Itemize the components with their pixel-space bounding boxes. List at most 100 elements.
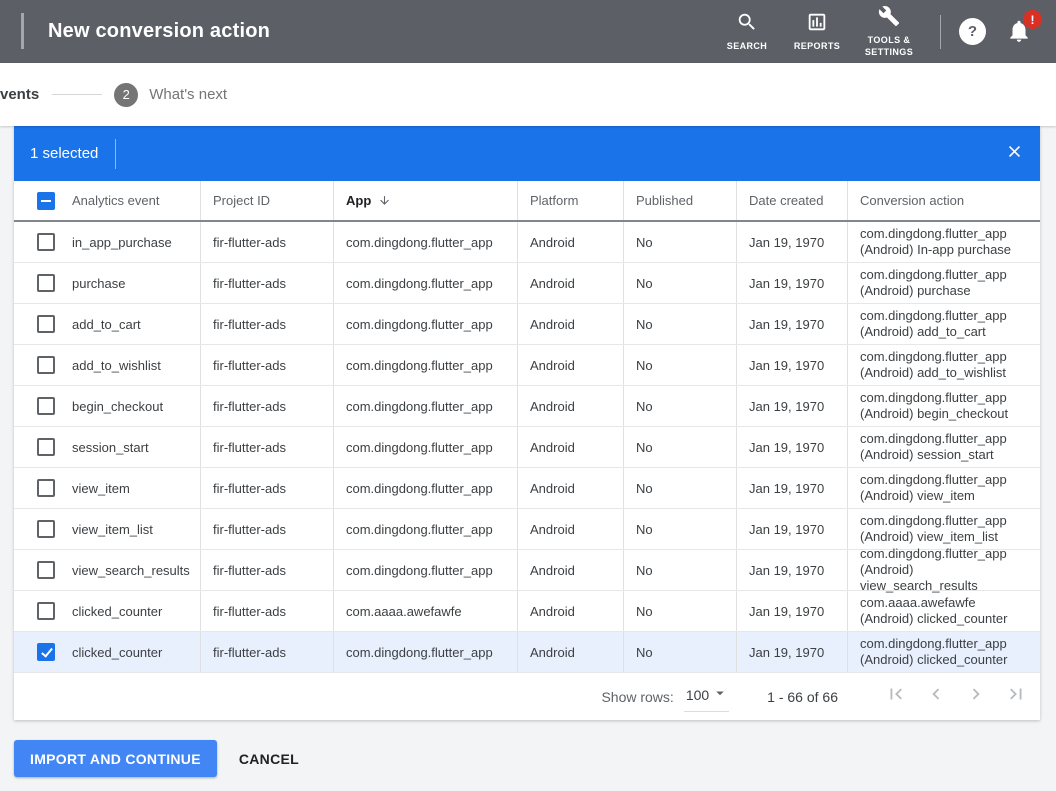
analytics-event-cell: view_item xyxy=(72,480,130,496)
app-cell: com.dingdong.flutter_app xyxy=(346,521,493,537)
project-id-cell: fir-flutter-ads xyxy=(213,644,286,660)
top-navigation: SEARCH REPORTS TOOLS & SETTINGS ? ! xyxy=(712,5,1056,58)
column-header-published[interactable]: Published xyxy=(636,193,694,208)
project-id-cell: fir-flutter-ads xyxy=(213,275,286,291)
published-cell: No xyxy=(636,521,653,537)
row-checkbox[interactable] xyxy=(37,438,55,456)
row-checkbox[interactable] xyxy=(37,397,55,415)
platform-cell: Android xyxy=(530,357,575,373)
app-cell: com.dingdong.flutter_app xyxy=(346,562,493,578)
project-id-cell: fir-flutter-ads xyxy=(213,234,286,250)
rows-per-page-select[interactable]: 100 xyxy=(683,682,730,712)
row-checkbox[interactable] xyxy=(37,602,55,620)
cancel-button[interactable]: CANCEL xyxy=(238,750,299,767)
form-actions: IMPORT AND CONTINUE CANCEL xyxy=(14,720,1040,777)
chevron-right-icon xyxy=(965,683,987,710)
app-cell: com.dingdong.flutter_app xyxy=(346,439,493,455)
row-checkbox[interactable] xyxy=(37,479,55,497)
notifications-button[interactable]: ! xyxy=(1006,10,1042,49)
table-row[interactable]: clicked_counter fir-flutter-ads com.aaaa… xyxy=(14,591,1040,632)
drawer-edge-indicator xyxy=(21,13,24,49)
conversion-action-cell: com.dingdong.flutter_app (Android) purch… xyxy=(860,267,1007,298)
close-icon xyxy=(1005,142,1024,166)
row-checkbox[interactable] xyxy=(37,561,55,579)
project-id-cell: fir-flutter-ads xyxy=(213,480,286,496)
table-row[interactable]: begin_checkout fir-flutter-ads com.dingd… xyxy=(14,386,1040,427)
date-created-cell: Jan 19, 1970 xyxy=(749,234,825,250)
column-header-platform[interactable]: Platform xyxy=(530,193,579,208)
project-id-cell: fir-flutter-ads xyxy=(213,439,286,455)
tools-settings-button[interactable]: TOOLS & SETTINGS xyxy=(861,5,917,58)
app-cell: com.dingdong.flutter_app xyxy=(346,316,493,332)
search-button[interactable]: SEARCH xyxy=(721,11,773,53)
search-icon xyxy=(736,11,758,38)
table-row[interactable]: in_app_purchase fir-flutter-ads com.ding… xyxy=(14,222,1040,263)
conversion-action-cell: com.dingdong.flutter_app (Android) add_t… xyxy=(860,349,1007,380)
question-mark-icon: ? xyxy=(967,23,978,40)
dropdown-caret-icon xyxy=(709,684,729,707)
bell-icon xyxy=(1006,20,1032,48)
column-header-date-created[interactable]: Date created xyxy=(749,193,824,208)
published-cell: No xyxy=(636,562,653,578)
analytics-event-cell: add_to_cart xyxy=(72,316,141,332)
table-row[interactable]: session_start fir-flutter-ads com.dingdo… xyxy=(14,427,1040,468)
column-header-analytics-event[interactable]: Analytics event xyxy=(72,193,160,208)
app-cell: com.dingdong.flutter_app xyxy=(346,357,493,373)
platform-cell: Android xyxy=(530,439,575,455)
platform-cell: Android xyxy=(530,275,575,291)
platform-cell: Android xyxy=(530,603,575,619)
table-row[interactable]: purchase fir-flutter-ads com.dingdong.fl… xyxy=(14,263,1040,304)
platform-cell: Android xyxy=(530,234,575,250)
date-created-cell: Jan 19, 1970 xyxy=(749,480,825,496)
published-cell: No xyxy=(636,398,653,414)
import-and-continue-button[interactable]: IMPORT AND CONTINUE xyxy=(14,740,217,777)
date-created-cell: Jan 19, 1970 xyxy=(749,357,825,373)
published-cell: No xyxy=(636,644,653,660)
last-page-button[interactable] xyxy=(1004,685,1028,709)
row-checkbox[interactable] xyxy=(37,520,55,538)
platform-cell: Android xyxy=(530,521,575,537)
reports-button[interactable]: REPORTS xyxy=(791,11,843,53)
next-page-button[interactable] xyxy=(964,685,988,709)
row-checkbox[interactable] xyxy=(37,233,55,251)
table-footer: Show rows: 100 1 - 66 of 66 xyxy=(14,673,1040,720)
column-header-app[interactable]: App xyxy=(346,193,391,208)
clear-selection-button[interactable] xyxy=(1005,142,1024,166)
app-header: New conversion action SEARCH REPORTS TOO… xyxy=(0,0,1056,63)
conversion-action-cell: com.dingdong.flutter_app (Android) view_… xyxy=(860,546,1007,593)
wrench-icon xyxy=(878,5,900,32)
analytics-event-cell: session_start xyxy=(72,439,149,455)
project-id-cell: fir-flutter-ads xyxy=(213,316,286,332)
published-cell: No xyxy=(636,357,653,373)
last-page-icon xyxy=(1005,683,1027,710)
project-id-cell: fir-flutter-ads xyxy=(213,603,286,619)
select-all-checkbox[interactable] xyxy=(37,191,55,210)
table-row[interactable]: view_search_results fir-flutter-ads com.… xyxy=(14,546,1040,593)
row-checkbox[interactable] xyxy=(37,274,55,292)
conversion-action-cell: com.dingdong.flutter_app (Android) click… xyxy=(860,636,1008,667)
table-row[interactable]: clicked_counter fir-flutter-ads com.ding… xyxy=(14,632,1040,673)
date-created-cell: Jan 19, 1970 xyxy=(749,275,825,291)
published-cell: No xyxy=(636,603,653,619)
table-row[interactable]: view_item fir-flutter-ads com.dingdong.f… xyxy=(14,468,1040,509)
analytics-event-cell: purchase xyxy=(72,275,126,291)
row-checkbox[interactable] xyxy=(37,643,55,661)
row-checkbox[interactable] xyxy=(37,356,55,374)
table-row[interactable]: add_to_cart fir-flutter-ads com.dingdong… xyxy=(14,304,1040,345)
step-select-events[interactable]: vents xyxy=(0,86,40,103)
table-row[interactable]: view_item_list fir-flutter-ads com.dingd… xyxy=(14,509,1040,550)
column-header-project-id[interactable]: Project ID xyxy=(213,193,271,208)
analytics-event-cell: in_app_purchase xyxy=(72,234,172,250)
row-checkbox[interactable] xyxy=(37,315,55,333)
column-header-conversion-action[interactable]: Conversion action xyxy=(860,193,965,208)
table-row[interactable]: add_to_wishlist fir-flutter-ads com.ding… xyxy=(14,345,1040,386)
help-button[interactable]: ? xyxy=(959,18,986,45)
analytics-event-cell: clicked_counter xyxy=(72,603,163,619)
date-created-cell: Jan 19, 1970 xyxy=(749,603,825,619)
first-page-button[interactable] xyxy=(884,685,908,709)
pagination-controls xyxy=(868,685,1028,709)
sort-descending-icon xyxy=(371,193,391,208)
previous-page-button[interactable] xyxy=(924,685,948,709)
analytics-event-cell: view_search_results xyxy=(72,562,190,578)
published-cell: No xyxy=(636,275,653,291)
